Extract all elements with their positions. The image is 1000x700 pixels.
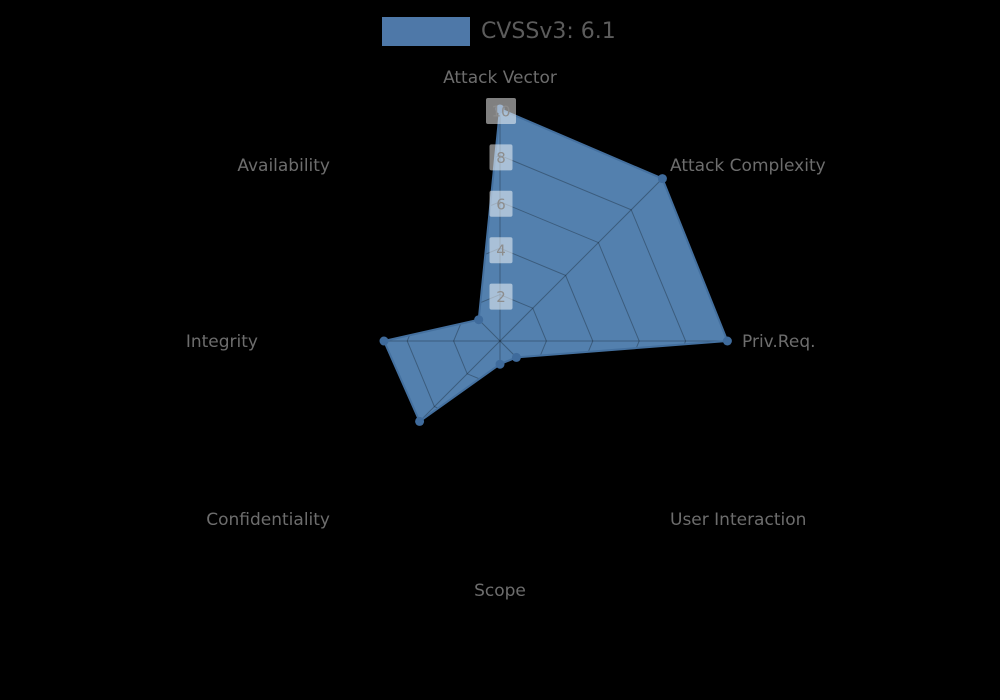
tick-label-8: 8 [496, 149, 506, 167]
tick-box-8 [489, 144, 513, 171]
axis-label-availability: Availability [237, 156, 330, 176]
series-point-availability [474, 315, 484, 325]
tick-label-10: 10 [491, 103, 510, 121]
axis-label-attack-vector: Attack Vector [443, 68, 557, 88]
series-point-confidentiality [415, 416, 425, 426]
grid-ring-2 [453, 294, 547, 388]
axis-label-user-interaction: User Interaction [670, 510, 806, 530]
axis-label-priv-req: Priv.Req. [742, 332, 816, 352]
axis-label-integrity: Integrity [186, 332, 258, 352]
grid-ring-10 [267, 108, 733, 574]
series-point-attack-complexity [657, 174, 667, 184]
grid-ring-6 [360, 201, 640, 481]
axis-label-confidentiality: Confidentiality [206, 510, 330, 530]
grid-ring-8 [313, 154, 687, 528]
series-point-integrity [379, 336, 389, 346]
tick-box-4 [489, 237, 513, 264]
grid-ring-4 [406, 247, 594, 435]
grid-spoke-user-interaction [499, 340, 665, 506]
series-point-user-interaction [511, 352, 521, 362]
axis-label-attack-complexity: Attack Complexity [670, 156, 826, 176]
series-point-scope [495, 359, 505, 369]
tick-label-4: 4 [496, 242, 506, 260]
legend-swatch [382, 17, 470, 46]
tick-box-6 [489, 190, 513, 217]
axis-label-scope: Scope [474, 581, 526, 601]
tick-box-10 [486, 98, 516, 124]
tick-label-2: 2 [496, 288, 506, 306]
series-area-cvssv3-6-1 [384, 109, 728, 422]
legend-item-cvssv3[interactable]: CVSSv3: 6.1 [382, 17, 616, 46]
tick-label-6: 6 [496, 195, 506, 213]
grid-spoke-attack-complexity [499, 176, 665, 342]
legend-label: CVSSv3: 6.1 [481, 19, 616, 44]
tick-box-2 [489, 283, 513, 310]
grid-spoke-availability [335, 176, 501, 342]
series-point-priv-req [722, 336, 732, 346]
